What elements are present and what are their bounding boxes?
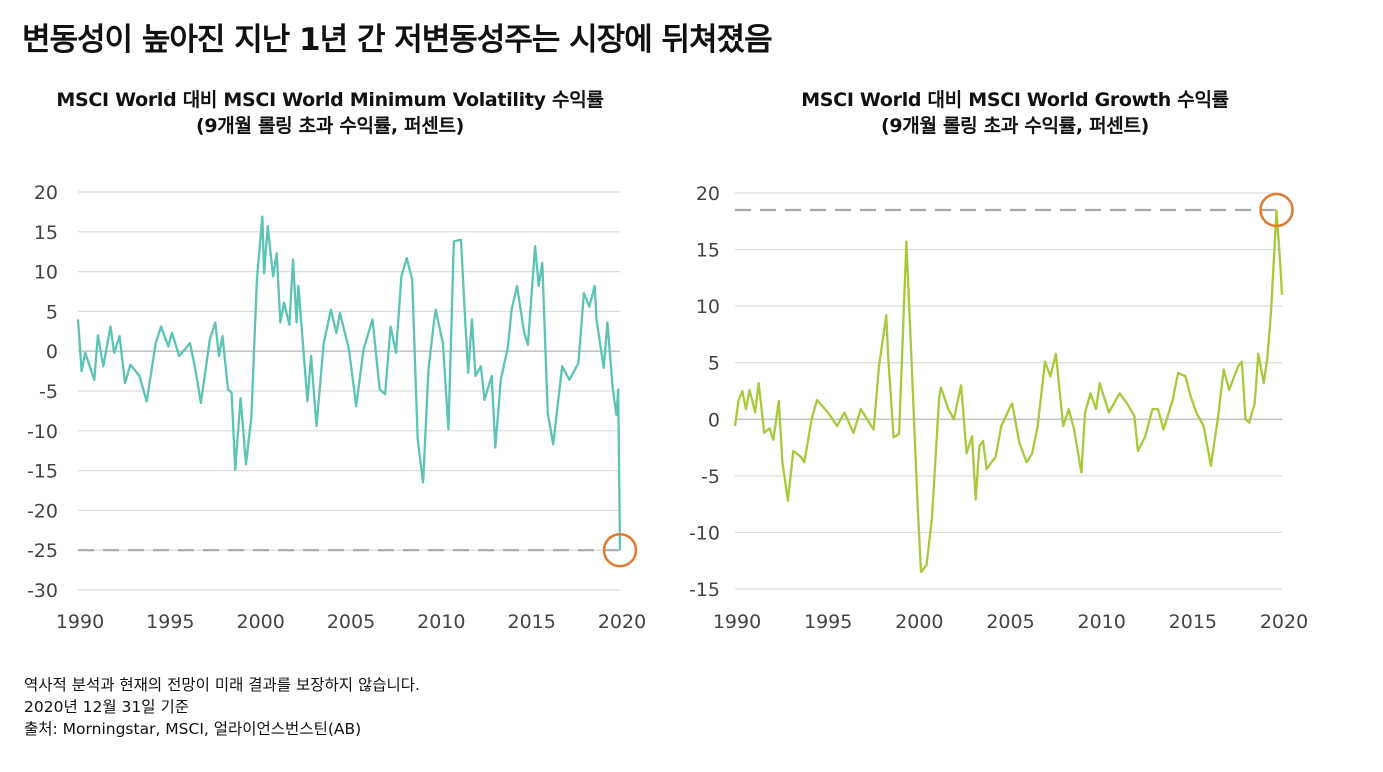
x-tick-label: 2010 — [1077, 611, 1125, 633]
x-tick-label: 1990 — [713, 611, 761, 633]
x-tick-label: 1995 — [804, 611, 852, 633]
y-tick-label: 0 — [46, 341, 58, 363]
left-chart-subtitle: (9개월 롤링 초과 수익률, 퍼센트) — [195, 115, 465, 137]
x-tick-label: 2010 — [417, 611, 465, 633]
y-tick-label: 15 — [34, 222, 58, 244]
x-tick-label: 2000 — [236, 611, 284, 633]
y-tick-label: -5 — [701, 466, 720, 488]
y-tick-label: -25 — [27, 540, 58, 562]
source-note: 출처: Morningstar, MSCI, 얼라이언스번스틴(AB) — [24, 720, 362, 738]
growth-series-line — [733, 209, 1284, 574]
y-tick-label: 0 — [708, 409, 720, 431]
y-tick-label: 15 — [696, 240, 720, 262]
y-tick-label: -5 — [39, 381, 58, 403]
x-tick-label: 2015 — [507, 611, 555, 633]
y-tick-label: 20 — [696, 183, 720, 205]
date-note: 2020년 12월 31일 기준 — [24, 698, 189, 716]
y-tick-label: -15 — [27, 461, 58, 483]
right-chart-heading: MSCI World 대비 MSCI World Growth 수익률 (9개월… — [690, 87, 1340, 139]
y-tick-label: -30 — [27, 580, 58, 602]
left-chart-heading: MSCI World 대비 MSCI World Minimum Volatil… — [0, 87, 660, 139]
left-chart-title: MSCI World 대비 MSCI World Minimum Volatil… — [56, 89, 604, 111]
x-tick-label: 2015 — [1169, 611, 1217, 633]
y-tick-label: 5 — [708, 353, 720, 375]
x-tick-label: 2000 — [895, 611, 943, 633]
right-chart-title: MSCI World 대비 MSCI World Growth 수익률 — [801, 89, 1229, 111]
y-tick-label: -20 — [27, 500, 58, 522]
min-vol-series-line — [76, 215, 622, 551]
highlight-circle — [1259, 192, 1294, 228]
disclaimer-note: 역사적 분석과 현재의 전망이 미래 결과를 보장하지 않습니다. — [24, 676, 420, 694]
x-tick-label: 1990 — [56, 611, 104, 633]
x-tick-label: 2005 — [327, 611, 375, 633]
page-title: 변동성이 높아진 지난 1년 간 저변동성주는 시장에 뒤쳐졌음 — [22, 22, 773, 58]
x-tick-label: 2005 — [986, 611, 1034, 633]
right-chart-subtitle: (9개월 롤링 초과 수익률, 퍼센트) — [880, 115, 1150, 137]
y-tick-label: -10 — [689, 522, 720, 544]
y-tick-label: 10 — [34, 262, 58, 284]
x-tick-label: 1995 — [146, 611, 194, 633]
y-tick-label: -10 — [27, 421, 58, 443]
x-tick-label: 2020 — [598, 611, 646, 633]
y-tick-label: 5 — [46, 301, 58, 323]
y-tick-label: 20 — [34, 182, 58, 204]
y-tick-label: 10 — [696, 296, 720, 318]
highlight-circle — [602, 532, 638, 568]
x-tick-label: 2020 — [1260, 611, 1308, 633]
footnotes: 역사적 분석과 현재의 전망이 미래 결과를 보장하지 않습니다. 2020년 … — [24, 674, 420, 740]
y-tick-label: -15 — [689, 579, 720, 601]
